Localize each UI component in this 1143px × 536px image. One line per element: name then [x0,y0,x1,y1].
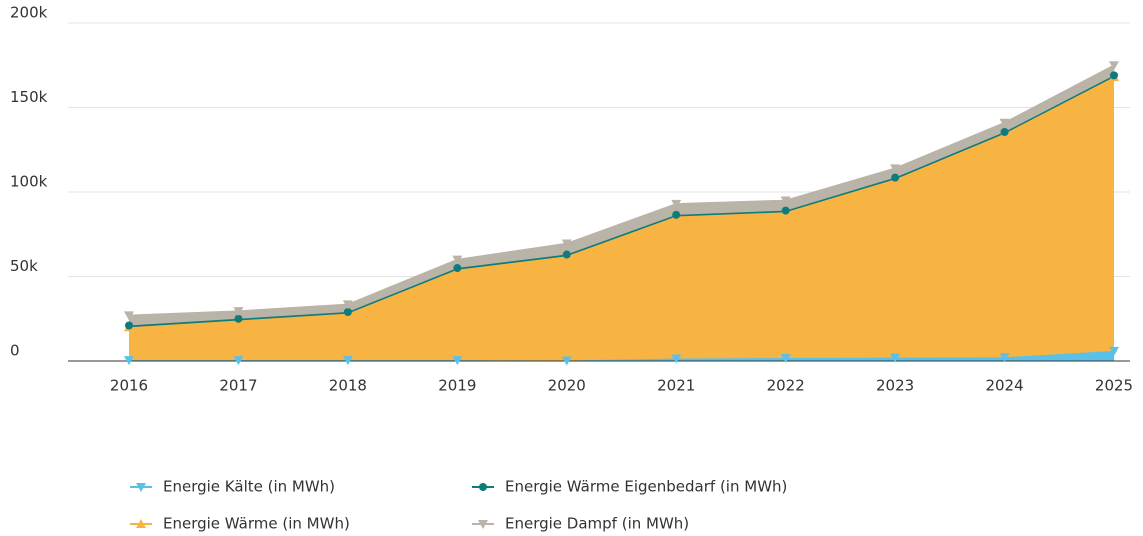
marker [891,173,900,182]
marker [561,356,572,366]
x-tick-label: 2021 [657,377,695,395]
marker [999,353,1010,363]
x-tick-label: 2019 [438,377,476,395]
x-tick-label: 2020 [548,377,586,395]
y-tick-label: 50k [10,257,38,275]
x-tick-label: 2022 [767,377,805,395]
y-tick-label: 0 [10,342,20,360]
marker [780,196,791,206]
legend-label: Energie Kälte (in MWh) [163,478,335,496]
marker [233,356,244,366]
marker [780,353,791,363]
x-tick-label: 2018 [329,377,367,395]
marker [1109,61,1119,71]
y-tick-label: 200k [10,4,48,22]
marker [478,520,488,529]
x-tick-label: 2016 [110,377,148,395]
marker [453,264,462,273]
x-tick-label: 2025 [1095,377,1133,395]
marker [234,314,243,323]
marker [890,353,901,363]
marker [671,354,682,364]
marker [136,483,146,492]
marker [999,118,1010,128]
legend-label: Energie Wärme (in MWh) [163,515,350,533]
marker [452,255,463,265]
marker [124,356,134,366]
area [129,350,1114,361]
legend-label: Energie Wärme Eigenbedarf (in MWh) [505,478,787,496]
marker [671,199,682,209]
marker [343,307,352,316]
area [129,77,1114,361]
marker [672,210,681,219]
marker [890,164,901,174]
x-tick-label: 2017 [219,377,257,395]
x-tick-label: 2024 [985,377,1023,395]
y-tick-label: 100k [10,173,48,191]
marker [125,321,133,330]
marker [561,239,572,249]
marker [1110,71,1118,80]
marker [479,483,487,491]
marker [124,311,134,321]
marker [562,250,571,259]
marker [342,300,353,310]
marker [452,356,463,366]
legend-label: Energie Dampf (in MWh) [505,515,689,533]
y-tick-label: 150k [10,88,48,106]
x-tick-label: 2023 [876,377,914,395]
marker [136,519,146,528]
line [128,64,1115,317]
marker [342,356,353,366]
marker [233,307,244,317]
marker [1000,128,1009,137]
marker [1109,346,1119,356]
marker [781,206,790,215]
